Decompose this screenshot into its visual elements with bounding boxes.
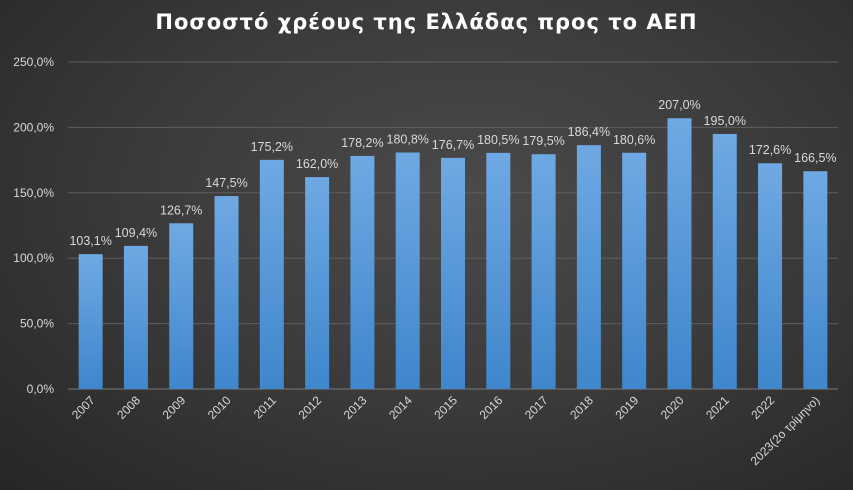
x-tick-label: 2017: [522, 393, 551, 422]
data-label: 178,2%: [341, 136, 383, 150]
x-tick-label: 2021: [703, 393, 732, 422]
bar: [486, 152, 511, 389]
data-label: 147,5%: [205, 176, 247, 190]
bar: [667, 118, 692, 389]
x-axis-ticks: 2007 2008 2009 2010 2011 2012 2013 2014 2015 2016…: [69, 393, 822, 468]
data-label: 180,5%: [477, 133, 519, 147]
bar: [758, 163, 783, 389]
y-tick-label: 250,0%: [13, 55, 54, 69]
bar: [350, 155, 375, 389]
x-tick-label: 2007: [69, 393, 98, 422]
data-label: 172,6%: [749, 143, 791, 157]
bar: [712, 133, 737, 389]
data-label: 186,4%: [568, 125, 610, 139]
bar: [123, 245, 148, 389]
y-tick-label: 200,0%: [13, 120, 54, 134]
x-tick-label: 2019: [613, 393, 642, 422]
bar: [78, 254, 103, 389]
bars: [78, 118, 828, 389]
bar: [622, 152, 647, 389]
data-label: 179,5%: [522, 134, 564, 148]
y-tick-label: 0,0%: [27, 382, 55, 396]
data-labels: 103,1% 109,4%126,7%147,5% 175,2%162,0%178,…: [69, 98, 836, 248]
data-label: 126,7%: [160, 203, 202, 217]
data-label: 180,8%: [387, 133, 429, 147]
bar: [803, 171, 828, 389]
x-tick-label: 2016: [477, 393, 506, 422]
bar: [259, 159, 284, 389]
x-tick-label: 2008: [114, 393, 143, 422]
bar: [576, 145, 601, 389]
x-tick-label: 2020: [658, 393, 687, 422]
data-label: 195,0%: [704, 114, 746, 128]
chart-title: Ποσοστό χρέους της Ελλάδας προς το ΑΕΠ: [155, 10, 698, 34]
data-label: 176,7%: [432, 138, 474, 152]
x-tick-label: 2013: [341, 393, 370, 422]
bar: [531, 154, 556, 389]
x-tick-label: 2012: [295, 393, 324, 422]
y-tick-label: 150,0%: [13, 186, 54, 200]
bar: [305, 177, 330, 389]
bar: [441, 157, 465, 389]
data-label: 162,0%: [296, 157, 338, 171]
x-tick-label: 2015: [431, 393, 460, 422]
x-tick-label: 2009: [160, 393, 189, 422]
y-tick-label: 100,0%: [13, 251, 54, 265]
y-tick-label: 50,0%: [20, 317, 54, 331]
data-label: 103,1%: [69, 234, 111, 248]
x-tick-label: 2022: [748, 393, 777, 422]
data-label: 166,5%: [794, 151, 836, 165]
x-tick-label: 2014: [386, 393, 415, 422]
bar: [395, 152, 420, 389]
data-label: 175,2%: [251, 140, 293, 154]
data-label: 109,4%: [115, 226, 157, 240]
x-tick-label: 2010: [205, 393, 234, 422]
x-tick-label: 2018: [567, 393, 596, 422]
y-axis-ticks: 0,0% 50,0% 100,0% 150,0% 200,0% 250,0%: [13, 55, 54, 396]
x-tick-label: 2011: [251, 393, 279, 421]
data-label: 207,0%: [658, 98, 700, 112]
bar: [169, 223, 194, 389]
bar: [214, 196, 239, 389]
data-label: 180,6%: [613, 133, 655, 147]
